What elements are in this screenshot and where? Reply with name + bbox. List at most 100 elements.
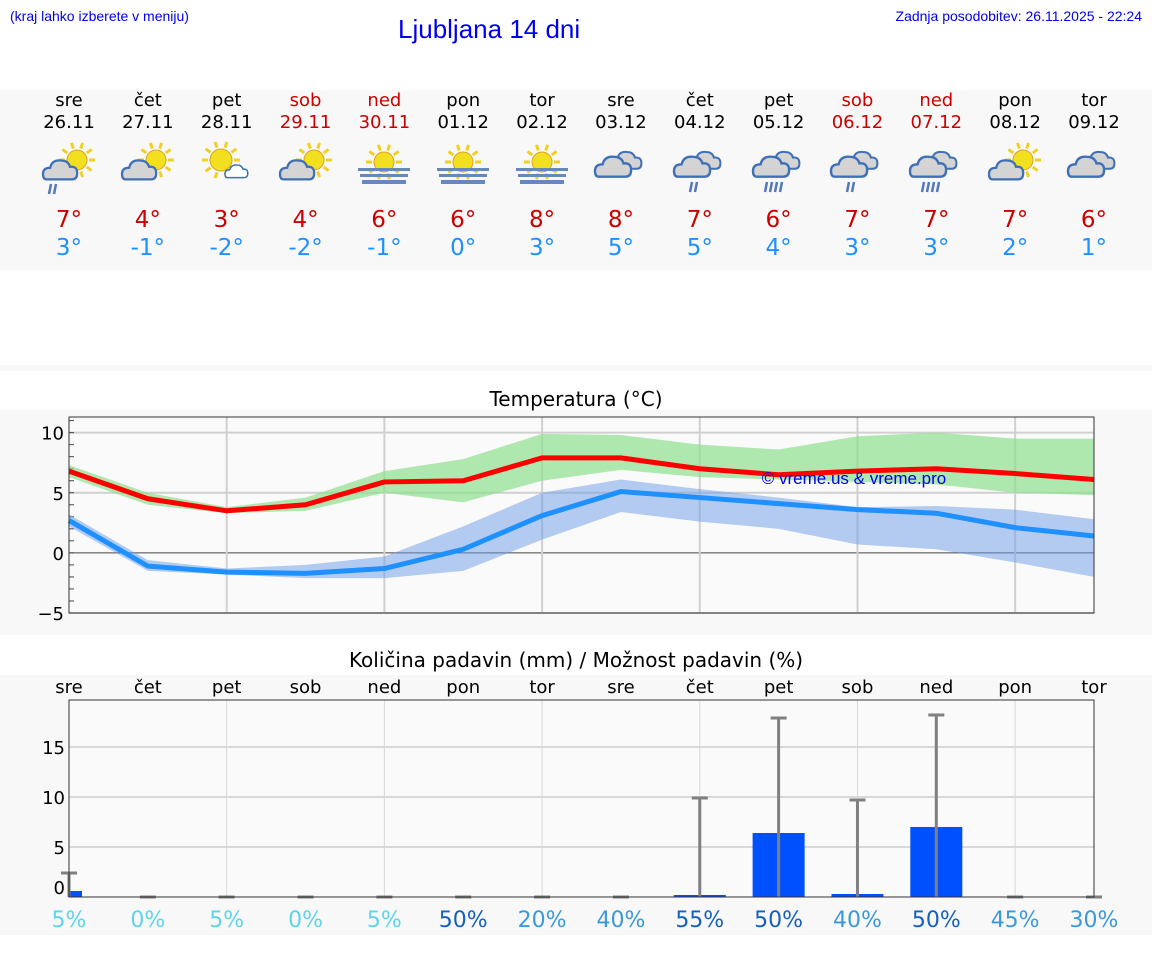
cloudy-light-rain-icon (660, 134, 740, 206)
day-date: 01.12 (437, 112, 489, 133)
min-temperature: -1° (130, 235, 166, 261)
x-tick-label: tor (529, 677, 555, 698)
x-tick-label: ned (919, 677, 953, 698)
day-name: sre (607, 90, 635, 111)
day-forecast: pet 28.11 3° -2° (187, 90, 267, 262)
plot-border (68, 699, 1095, 898)
day-name: pon (446, 90, 481, 111)
partly-cloudy-icon (975, 134, 1055, 206)
x-tick-label: sre (55, 677, 82, 698)
min-temperature: 3° (923, 235, 950, 261)
max-temperature: 7° (55, 207, 83, 233)
min-temperature: 2° (1002, 235, 1029, 261)
x-tick-label: ned (367, 677, 401, 698)
max-temperature: 6° (765, 207, 792, 233)
y-tick-label: 15 (42, 738, 65, 759)
min-temperature: -2° (209, 235, 244, 261)
day-date: 26.11 (43, 112, 95, 133)
y-tick-label: 0 (53, 544, 64, 565)
max-temperature: 4° (134, 207, 161, 233)
x-tick-label: pet (764, 677, 794, 698)
precipitation-probability: 50% (754, 908, 803, 933)
y-tick-label: 5 (53, 484, 64, 505)
cloudy-light-rain-icon (817, 134, 897, 206)
day-name: sob (841, 90, 874, 111)
day-date: 28.11 (200, 112, 253, 133)
day-name: pon (998, 90, 1033, 111)
day-date: 29.11 (279, 112, 332, 133)
day-date: 06.12 (831, 112, 884, 133)
day-name: sob (289, 90, 322, 111)
sun-fog-icon (423, 134, 503, 206)
y-tick-label: 10 (41, 424, 64, 445)
min-temperature: 0° (450, 235, 477, 261)
day-name: sre (55, 90, 83, 111)
min-temperature: -2° (288, 235, 323, 261)
min-temperature: -1° (367, 235, 402, 261)
max-temperature-band (69, 432, 1094, 514)
day-name: čet (133, 90, 162, 111)
precipitation-probability: 50% (912, 908, 961, 933)
min-temperature: 3° (528, 235, 556, 261)
day-name: tor (529, 90, 555, 111)
min-temperature-line (67, 489, 1095, 576)
precipitation-bar (69, 891, 82, 897)
min-temperature: 5° (607, 235, 634, 261)
max-temperature: 8° (607, 207, 634, 233)
x-tick-label: čet (686, 677, 714, 698)
divider (0, 365, 1152, 371)
day-date: 05.12 (752, 112, 805, 133)
max-temperature-line (68, 455, 1095, 514)
precipitation-probability: 0% (288, 908, 323, 933)
max-temperature: 6° (371, 207, 398, 233)
x-tick-label: čet (134, 677, 162, 698)
day-date: 03.12 (595, 112, 647, 133)
day-name: tor (1081, 90, 1107, 111)
day-date: 02.12 (516, 112, 568, 133)
sun-fog-icon (502, 134, 582, 206)
max-temperature: 7° (923, 207, 950, 233)
x-tick-label: tor (1081, 677, 1107, 698)
last-updated: Zadnja posodobitev: 26.11.2025 - 22:24 (895, 8, 1142, 24)
forecast-panel (0, 90, 1152, 270)
day-date: 04.12 (674, 112, 726, 133)
day-forecast: sre 03.12 8° 5° (581, 90, 661, 262)
min-temperature: 1° (1080, 235, 1108, 261)
page-title: Ljubljana 14 dni (398, 14, 581, 44)
precipitation-probability: 20% (518, 908, 567, 933)
mostly-sunny-icon (187, 134, 267, 206)
day-date: 07.12 (910, 112, 963, 133)
temperature-chart-title: Temperatura (°C) (489, 387, 663, 411)
precipitation-probability: 45% (991, 908, 1040, 933)
partly-cloudy-icon (108, 134, 188, 206)
max-temperature: 8° (528, 207, 556, 233)
x-tick-label: sre (607, 677, 634, 698)
y-tick-label: −5 (37, 604, 64, 625)
partly-cloudy-light-rain-icon (29, 134, 109, 206)
day-forecast: čet 04.12 7° 5° (660, 90, 740, 262)
day-forecast: tor 09.12 6° 1° (1054, 90, 1134, 262)
day-forecast: tor 02.12 8° 3° (502, 90, 582, 262)
precipitation-chart-title: Količina padavin (mm) / Možnost padavin … (348, 648, 804, 672)
precipitation-probability: 5% (209, 908, 244, 933)
day-forecast: sre 26.11 7° 3° (29, 90, 109, 262)
max-temperature: 7° (1002, 207, 1029, 233)
precipitation-probability: 5% (367, 908, 402, 933)
x-tick-label: pet (212, 677, 242, 698)
min-temperature: 3° (55, 235, 83, 261)
cloudy-rain-icon (739, 134, 819, 206)
x-tick-label: pon (998, 677, 1032, 698)
x-tick-label: sob (290, 677, 322, 698)
max-temperature: 3° (213, 207, 240, 233)
day-date: 09.12 (1068, 112, 1120, 133)
day-forecast: ned 07.12 7° 3° (896, 90, 976, 262)
y-tick-label: 5 (54, 838, 65, 859)
max-temperature: 7° (686, 207, 713, 233)
day-forecast: sob 29.11 4° -2° (266, 90, 346, 262)
day-name: ned (367, 90, 402, 111)
day-date: 08.12 (989, 112, 1041, 133)
precipitation-probability: 0% (130, 908, 165, 933)
day-forecast: čet 27.11 4° -1° (108, 90, 188, 262)
partly-cloudy-icon (266, 134, 346, 206)
max-temperature: 4° (292, 207, 319, 233)
